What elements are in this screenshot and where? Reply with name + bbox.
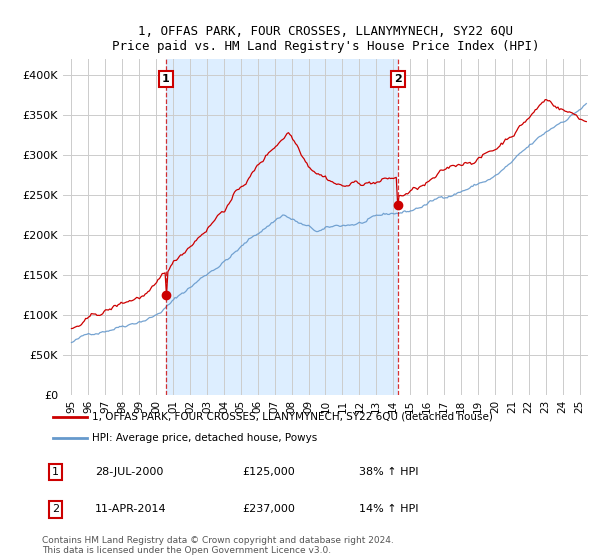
Text: 1: 1 bbox=[162, 74, 170, 84]
Text: 2: 2 bbox=[394, 74, 402, 84]
Text: Contains HM Land Registry data © Crown copyright and database right 2024.
This d: Contains HM Land Registry data © Crown c… bbox=[42, 535, 394, 555]
Text: 1, OFFAS PARK, FOUR CROSSES, LLANYMYNECH, SY22 6QU (detached house): 1, OFFAS PARK, FOUR CROSSES, LLANYMYNECH… bbox=[92, 412, 493, 422]
Text: 1: 1 bbox=[52, 467, 59, 477]
Text: 2: 2 bbox=[52, 505, 59, 515]
Text: £237,000: £237,000 bbox=[242, 505, 296, 515]
Text: HPI: Average price, detached house, Powys: HPI: Average price, detached house, Powy… bbox=[92, 433, 317, 444]
Text: £125,000: £125,000 bbox=[242, 467, 295, 477]
Text: 38% ↑ HPI: 38% ↑ HPI bbox=[359, 467, 418, 477]
Title: 1, OFFAS PARK, FOUR CROSSES, LLANYMYNECH, SY22 6QU
Price paid vs. HM Land Regist: 1, OFFAS PARK, FOUR CROSSES, LLANYMYNECH… bbox=[112, 25, 539, 53]
Text: 11-APR-2014: 11-APR-2014 bbox=[95, 505, 166, 515]
Text: 14% ↑ HPI: 14% ↑ HPI bbox=[359, 505, 418, 515]
Bar bbox=[166, 59, 398, 395]
Text: 28-JUL-2000: 28-JUL-2000 bbox=[95, 467, 163, 477]
